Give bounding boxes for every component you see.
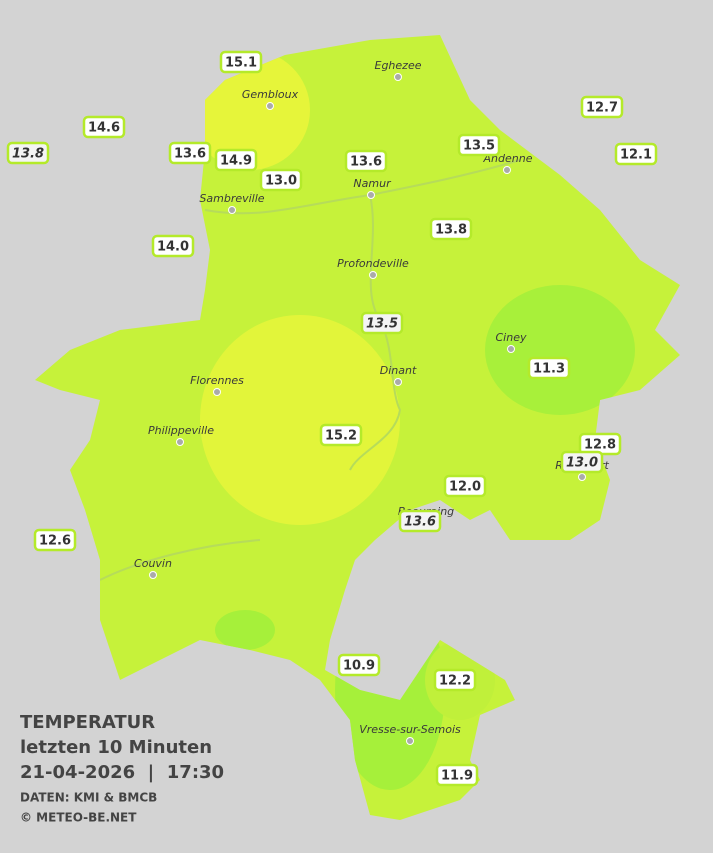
river: [99, 539, 261, 581]
station-value: 12.1: [620, 148, 652, 163]
temp-zone: [485, 285, 635, 415]
station-box: [527, 356, 571, 380]
city-label: Gembloux: [242, 88, 299, 101]
city-label: Sambreville: [199, 192, 264, 205]
title: TEMPERATUR: [20, 712, 155, 733]
datetime: 21-04-2026 | 17:30: [20, 762, 224, 783]
city-label: Eghezee: [375, 59, 422, 72]
city-dot: [394, 378, 402, 386]
city-dot: [578, 473, 586, 481]
city-dot: [266, 102, 274, 110]
station-value: 14.0: [157, 240, 189, 255]
city-label: Dinant: [380, 364, 417, 377]
station-box: [319, 423, 363, 447]
station-value: 13.5: [463, 139, 495, 154]
station-box: [6, 141, 50, 165]
station-value: 14.9: [220, 154, 252, 169]
station-value: 12.8: [584, 438, 616, 453]
station-value: 12.0: [449, 480, 481, 495]
station-box: [168, 141, 212, 165]
station-box: [337, 653, 381, 677]
station-box: [614, 142, 658, 166]
station-value: 13.8: [435, 223, 467, 238]
city-label: Couvin: [134, 557, 172, 570]
station-box: [151, 234, 195, 258]
station-box: [33, 528, 77, 552]
station-box: [259, 168, 303, 192]
station-value: 10.9: [343, 659, 375, 674]
station-box: [560, 450, 604, 474]
station-box: [82, 115, 126, 139]
temp-zone: [215, 610, 275, 650]
river: [349, 194, 402, 471]
source: DATEN: KMI & BMCB: [20, 791, 157, 805]
city-label: Philippeville: [148, 424, 214, 437]
station-value: 11.3: [533, 362, 565, 377]
city-dot: [367, 191, 375, 199]
station-value: 12.7: [586, 101, 618, 116]
city-label: Profondeville: [337, 257, 409, 270]
station-value: 13.6: [404, 515, 436, 530]
station-box: [429, 217, 473, 241]
station-box: [433, 668, 477, 692]
city-label: Namur: [353, 177, 392, 190]
city-label: Vresse-sur-Semois: [359, 723, 461, 736]
city-dot: [503, 166, 511, 174]
station-box: [580, 95, 624, 119]
city-label: Florennes: [190, 374, 244, 387]
subtitle: letzten 10 Minuten: [20, 737, 212, 758]
city-dot: [394, 73, 402, 81]
station-box: [443, 474, 487, 498]
station-box: [457, 133, 501, 157]
station-value: 13.0: [265, 174, 297, 189]
city-label: Ciney: [496, 331, 527, 344]
station-layer: 15.1 14.6 13.8 13.6 14.9 13.0 13.6 13.5 12.7 12.1…: [6, 50, 658, 787]
station-value: 13.0: [566, 456, 598, 471]
temp-zone: [200, 315, 400, 525]
station-value: 15.1: [225, 56, 257, 71]
city-dot: [369, 271, 377, 279]
station-box: [214, 148, 258, 172]
station-value: 13.8: [12, 147, 44, 162]
city-dot: [176, 438, 184, 446]
copyright: © METEO-BE.NET: [20, 811, 137, 825]
station-value: 12.2: [439, 674, 471, 689]
station-box: [360, 311, 404, 335]
city-dot: [213, 388, 221, 396]
city-dot: [149, 571, 157, 579]
station-box: [398, 509, 442, 533]
station-value: 13.6: [350, 155, 382, 170]
station-value: 12.6: [39, 534, 71, 549]
city-dot: [228, 206, 236, 214]
station-box: [344, 149, 388, 173]
station-value: 15.2: [325, 429, 357, 444]
station-value: 13.6: [174, 147, 206, 162]
station-value: 14.6: [88, 121, 120, 136]
city-dot: [406, 737, 414, 745]
station-value: 11.9: [441, 769, 473, 784]
station-box: [435, 763, 479, 787]
station-box: [219, 50, 263, 74]
station-value: 13.5: [366, 317, 398, 332]
city-dot: [507, 345, 515, 353]
